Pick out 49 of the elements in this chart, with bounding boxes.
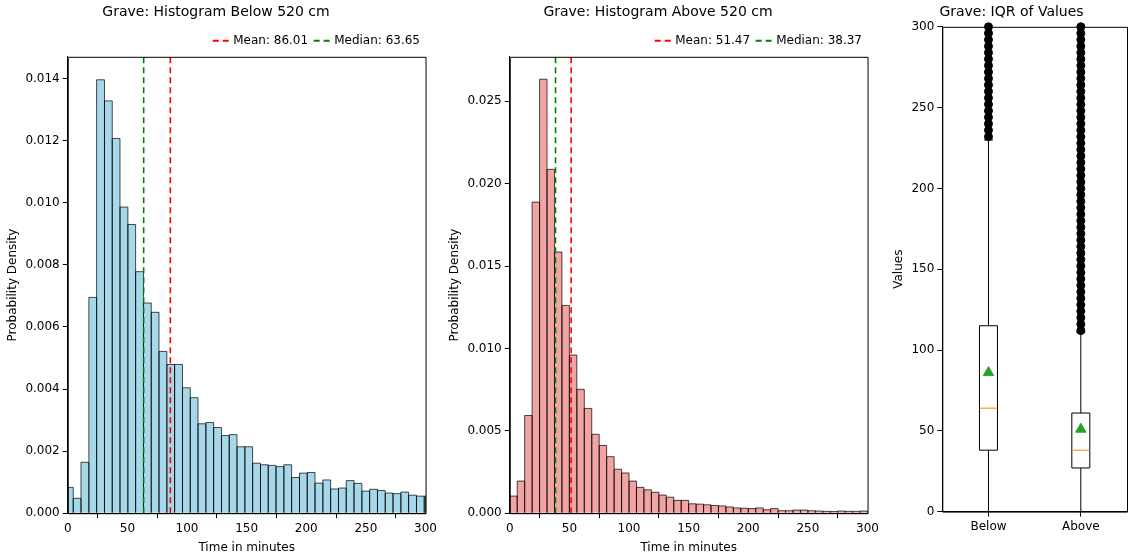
x-tick-label: 300: [856, 520, 879, 535]
y-tick-label: 0.006: [25, 319, 60, 334]
x-tick-label: 100: [617, 520, 641, 535]
y-tick-label: 100: [911, 342, 935, 357]
x-axis-title: Time in minutes: [197, 539, 295, 554]
y-tick-label: 0.010: [467, 340, 502, 355]
y-axis-title: Probability Density: [5, 228, 20, 342]
y-tick-label: 50: [919, 422, 935, 437]
y-tick-label: 0.020: [467, 175, 502, 190]
y-tick-label: 0.015: [467, 258, 502, 273]
y-tick-label: 0.000: [25, 505, 60, 520]
x-tick-label: Above: [1062, 518, 1100, 533]
x-tick-label: 200: [294, 520, 318, 535]
chart-title: Grave: IQR of Values: [939, 3, 1084, 20]
x-tick-label: 0: [63, 520, 72, 535]
y-tick-label: 0.004: [25, 381, 60, 396]
x-tick-label: 50: [119, 520, 136, 535]
y-axis-title: Values: [891, 249, 906, 289]
x-tick-label: 50: [561, 520, 578, 535]
chart-title: Grave: Histogram Below 520 cm: [102, 3, 330, 20]
x-tick-label: 100: [175, 520, 199, 535]
x-tick-label: 250: [354, 520, 378, 535]
legend-label: Median: 63.65: [334, 32, 420, 47]
y-tick-label: 0.002: [25, 443, 60, 458]
x-tick-label: 300: [414, 520, 437, 535]
y-tick-label: 0.010: [25, 194, 60, 209]
y-tick-label: 0: [926, 503, 935, 518]
y-axis-title: Probability Density: [447, 228, 462, 342]
x-tick-label: 150: [235, 520, 259, 535]
x-tick-label: 150: [677, 520, 701, 535]
y-tick-label: 0.025: [467, 93, 502, 108]
y-tick-label: 300: [911, 18, 935, 33]
x-axis-title: Time in minutes: [639, 539, 737, 554]
y-tick-label: 0.008: [25, 256, 60, 271]
x-tick-label: Below: [970, 518, 1007, 533]
legend-label: Median: 38.37: [776, 32, 862, 47]
x-tick-label: 250: [796, 520, 820, 535]
legend-label: Mean: 86.01: [233, 32, 309, 47]
legend-label: Mean: 51.47: [675, 32, 751, 47]
y-tick-label: 0.000: [467, 505, 502, 520]
y-tick-label: 0.005: [467, 422, 502, 437]
y-tick-label: 0.014: [25, 70, 60, 85]
chart-title: Grave: Histogram Above 520 cm: [543, 3, 773, 20]
y-tick-label: 150: [911, 261, 935, 276]
x-tick-label: 200: [736, 520, 760, 535]
y-tick-label: 250: [911, 99, 935, 114]
y-tick-label: 200: [911, 180, 935, 195]
x-tick-label: 0: [505, 520, 514, 535]
y-tick-label: 0.012: [25, 132, 60, 147]
